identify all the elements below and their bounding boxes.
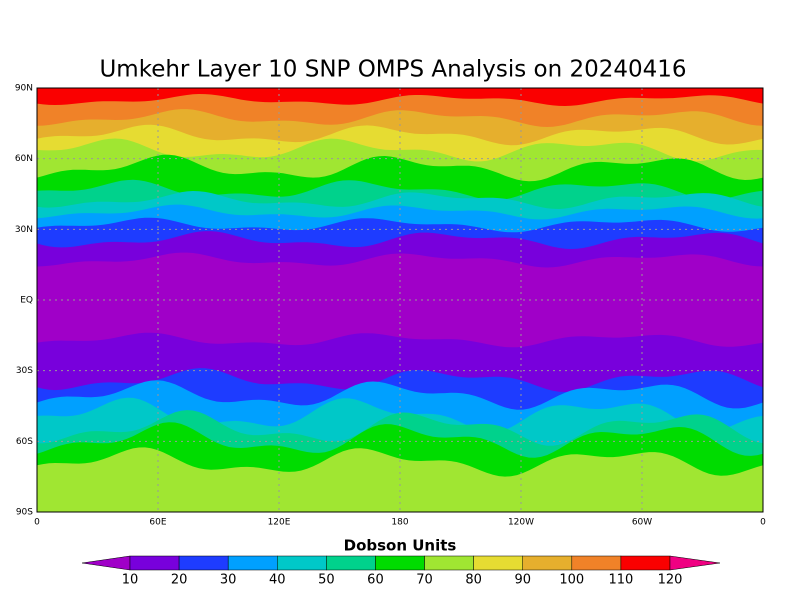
colorbar-box (178, 555, 229, 571)
colorbar-box (375, 555, 425, 571)
colorbar-tick-label: 70 (416, 573, 433, 588)
colorbar-tick-label: 120 (658, 573, 683, 588)
lat-label: 90S (16, 508, 33, 518)
colorbar-tick-label: 10 (122, 573, 139, 588)
colorbar-box (473, 555, 523, 571)
lon-label: 120W (508, 518, 534, 528)
colorbar-box (277, 555, 327, 571)
colorbar-box (620, 555, 671, 571)
lat-label: 30S (16, 366, 33, 376)
colorbar-box (326, 555, 376, 571)
colorbar-tick-label: 20 (171, 573, 188, 588)
lat-label: 90N (15, 84, 33, 94)
colorbar-box (227, 555, 278, 571)
colorbar-box (571, 555, 622, 571)
colorbar-label: Dobson Units (344, 537, 457, 555)
lon-label: 0 (34, 518, 40, 528)
colorbar-box (129, 555, 180, 571)
colorbar-box (424, 555, 474, 571)
colorbar-tick-label: 30 (220, 573, 237, 588)
lon-label: 180 (391, 518, 408, 528)
colorbar-tick-label: 60 (367, 573, 384, 588)
colorbar-tick-label: 50 (318, 573, 335, 588)
colorbar-high (669, 555, 721, 571)
lat-label: 30N (15, 225, 33, 235)
lat-label: 60S (16, 437, 33, 447)
colorbar-tick-label: 110 (608, 573, 633, 588)
lon-label: 60E (149, 518, 166, 528)
lon-label: 60W (632, 518, 652, 528)
colorbar-box (522, 555, 573, 571)
colorbar-tick-label: 100 (559, 573, 584, 588)
lon-label: 120E (268, 518, 291, 528)
lon-label: 0 (760, 518, 766, 528)
title: Umkehr Layer 10 SNP OMPS Analysis on 202… (99, 57, 686, 83)
map-frame (36, 87, 764, 513)
colorbar-tick-label: 90 (514, 573, 531, 588)
colorbar-tick-label: 80 (465, 573, 482, 588)
lat-label: 60N (15, 154, 33, 164)
lat-label: EQ (20, 296, 33, 306)
colorbar-tick-label: 40 (269, 573, 286, 588)
colorbar: 10 20 30 40 50 60 70 80 90 100 110 120 (81, 555, 721, 588)
